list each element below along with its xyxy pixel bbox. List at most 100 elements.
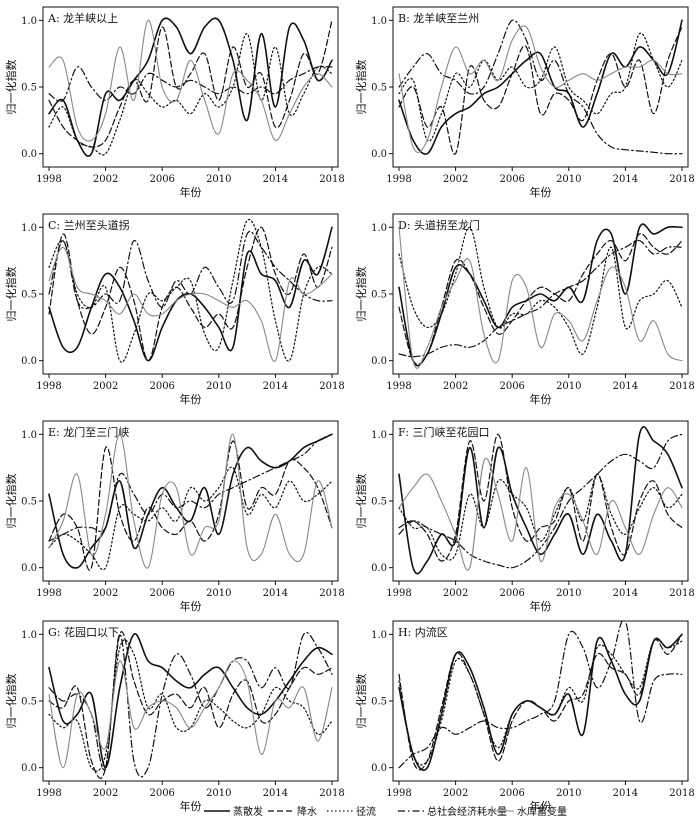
series-group bbox=[398, 223, 683, 369]
series-line-evap bbox=[398, 223, 683, 367]
series-line-runoff bbox=[398, 638, 683, 766]
series-line-runoff bbox=[398, 226, 683, 355]
y-tick-label: 1.0 bbox=[371, 430, 387, 441]
series-line-runoff bbox=[48, 466, 333, 571]
x-tick-label: 2006 bbox=[499, 588, 524, 599]
x-tick-label: 2018 bbox=[669, 788, 694, 799]
x-tick-label: 2014 bbox=[613, 174, 638, 185]
y-axis-label: 归一化指数 bbox=[4, 474, 18, 529]
series-line-water_use bbox=[398, 433, 683, 569]
x-axis-label: 年份 bbox=[180, 799, 202, 813]
x-tick-label: 2014 bbox=[263, 381, 288, 392]
x-tick-label: 1998 bbox=[386, 588, 411, 599]
plot-frame bbox=[392, 6, 689, 168]
y-axis-label: 归一化指数 bbox=[354, 267, 368, 322]
x-tick-label: 1998 bbox=[386, 381, 411, 392]
x-tick-label: 2002 bbox=[93, 174, 118, 185]
y-tick-label: 0.0 bbox=[371, 563, 387, 574]
x-tick-label: 2010 bbox=[556, 174, 581, 185]
series-line-water_use bbox=[48, 65, 333, 102]
x-tick-label: 2010 bbox=[206, 174, 231, 185]
x-tick-label: 2010 bbox=[206, 788, 231, 799]
series-line-precip bbox=[48, 631, 333, 779]
legend-label-reservoir: 水库蓄变量 bbox=[517, 805, 567, 818]
x-tick-label: 2006 bbox=[149, 588, 174, 599]
series-line-reservoir bbox=[48, 19, 333, 142]
x-tick-label: 2006 bbox=[499, 381, 524, 392]
x-tick-label: 2018 bbox=[319, 788, 344, 799]
x-tick-label: 2014 bbox=[263, 588, 288, 599]
x-axis-label: 年份 bbox=[180, 185, 202, 199]
legend-label-evap: 蒸散发 bbox=[233, 805, 263, 818]
y-tick-label: 1.0 bbox=[371, 16, 387, 27]
x-tick-label: 2006 bbox=[149, 381, 174, 392]
y-tick-label: 1.0 bbox=[371, 630, 387, 641]
x-tick-label: 2006 bbox=[149, 788, 174, 799]
y-tick-label: 0.5 bbox=[371, 697, 387, 708]
x-tick-label: 2002 bbox=[93, 588, 118, 599]
x-tick-label: 2010 bbox=[206, 588, 231, 599]
panel-title: A: 龙羊峡以上 bbox=[47, 11, 118, 25]
plot-frame bbox=[392, 620, 689, 782]
series-group bbox=[48, 218, 333, 363]
series-line-reservoir bbox=[398, 457, 683, 571]
x-tick-label: 1998 bbox=[386, 174, 411, 185]
series-group bbox=[48, 631, 333, 779]
panel-title: C: 兰州至头道拐 bbox=[48, 218, 130, 232]
y-tick-label: 0.0 bbox=[21, 149, 37, 160]
panel-title: G: 花园口以下 bbox=[48, 626, 119, 639]
y-tick-label: 0.0 bbox=[21, 763, 37, 774]
x-axis-label: 年份 bbox=[530, 799, 552, 813]
chart-panel-f: F: 三门峡至花园口 0.0 0.5 1.0 1998 2002 2006 2010 2014 2… bbox=[354, 420, 695, 613]
series-line-evap bbox=[48, 433, 333, 569]
y-tick-label: 1.0 bbox=[21, 430, 37, 441]
y-axis-label: 归一化指数 bbox=[4, 267, 18, 322]
panel-title: E: 龙门至三门峡 bbox=[48, 425, 129, 439]
y-tick-label: 0.0 bbox=[21, 356, 37, 367]
series-line-evap bbox=[48, 633, 333, 769]
x-axis-label: 年份 bbox=[530, 185, 552, 199]
x-tick-label: 2018 bbox=[319, 381, 344, 392]
series-line-evap bbox=[398, 633, 683, 772]
x-tick-label: 2006 bbox=[149, 174, 174, 185]
y-tick-label: 0.5 bbox=[371, 83, 387, 94]
chart-panel-g: G: 花园口以下 0.0 0.5 1.0 1998 2002 2006 2010 2014 201… bbox=[4, 620, 345, 813]
y-axis-label: 归一化指数 bbox=[354, 474, 368, 529]
y-tick-label: 0.5 bbox=[371, 290, 387, 301]
y-tick-label: 0.5 bbox=[21, 290, 37, 301]
x-tick-label: 2014 bbox=[613, 588, 638, 599]
chart-panel-d: D: 头道拐至龙门 0.0 0.5 1.0 1998 2002 2006 2010 2014 20… bbox=[354, 213, 695, 406]
series-line-water_use bbox=[48, 230, 333, 310]
x-tick-label: 1998 bbox=[36, 381, 61, 392]
y-tick-label: 0.0 bbox=[21, 563, 37, 574]
chart-panel-a: A: 龙羊峡以上 0.0 0.5 1.0 1998 2002 2006 2010 2014 201… bbox=[4, 6, 345, 199]
legend: 蒸散发 降水 径流 总社会经济耗水量 水库蓄变量 bbox=[204, 805, 567, 818]
series-line-reservoir bbox=[48, 433, 333, 569]
chart-panel-h: H: 内流区 0.0 0.5 1.0 1998 2002 2006 2010 2014 2018 年… bbox=[354, 620, 695, 813]
series-line-precip bbox=[48, 19, 333, 148]
x-tick-label: 2002 bbox=[443, 174, 468, 185]
x-axis-label: 年份 bbox=[530, 392, 552, 406]
series-line-precip bbox=[48, 226, 333, 362]
y-tick-label: 1.0 bbox=[21, 16, 37, 27]
y-tick-label: 0.0 bbox=[371, 149, 387, 160]
panel-title: H: 内流区 bbox=[398, 625, 448, 639]
series-line-water_use bbox=[398, 621, 683, 769]
chart-panel-c: C: 兰州至头道拐 0.0 0.5 1.0 1998 2002 2006 2010 2014 20… bbox=[4, 213, 345, 406]
y-tick-label: 1.0 bbox=[371, 223, 387, 234]
x-axis-label: 年份 bbox=[530, 599, 552, 613]
x-tick-label: 2002 bbox=[93, 381, 118, 392]
series-line-reservoir bbox=[398, 25, 683, 153]
x-axis-label: 年份 bbox=[180, 392, 202, 406]
x-tick-label: 1998 bbox=[36, 588, 61, 599]
series-line-precip bbox=[398, 233, 683, 365]
legend-label-water_use: 总社会经济耗水量 bbox=[427, 805, 507, 818]
y-tick-label: 1.0 bbox=[21, 223, 37, 234]
series-line-runoff bbox=[48, 218, 333, 363]
x-tick-label: 2014 bbox=[263, 788, 288, 799]
panel-title: D: 头道拐至龙门 bbox=[398, 218, 480, 232]
y-tick-label: 0.0 bbox=[371, 763, 387, 774]
chart-panel-e: E: 龙门至三门峡 0.0 0.5 1.0 1998 2002 2006 2010 2014 20… bbox=[4, 420, 345, 613]
series-group bbox=[48, 17, 333, 157]
series-line-reservoir bbox=[48, 246, 333, 362]
